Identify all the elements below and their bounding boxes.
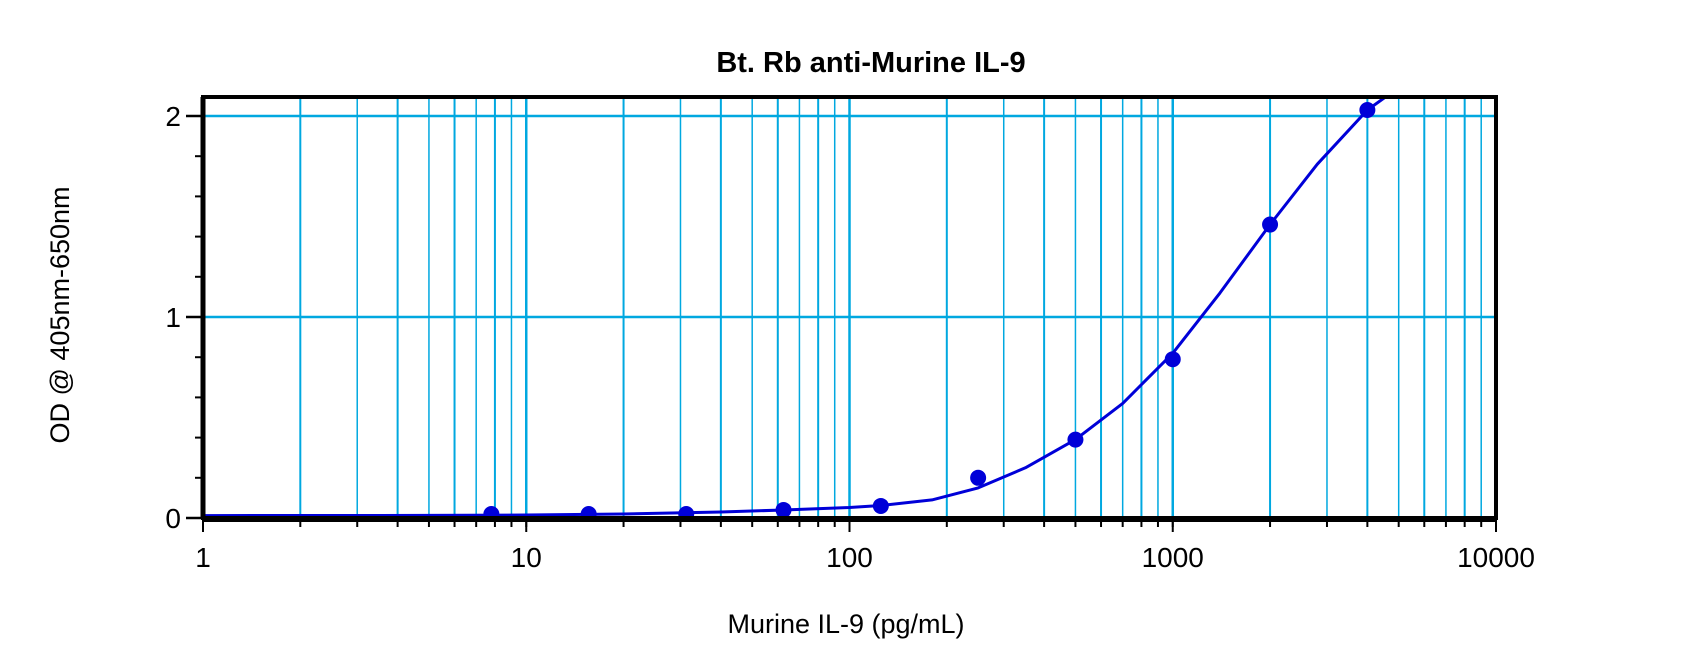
gridlines: [203, 97, 1496, 518]
x-tick-label: 1000: [1142, 542, 1204, 573]
x-tick-label: 100: [826, 542, 873, 573]
data-point: [970, 469, 987, 486]
data-point: [872, 497, 889, 514]
x-tick-label: 1: [195, 542, 211, 573]
data-point: [775, 501, 792, 518]
y-axis-label: OD @ 405nm-650nm: [45, 186, 75, 443]
data-point: [1164, 351, 1181, 368]
y-tick-label: 0: [165, 503, 181, 534]
y-tick-label: 1: [165, 302, 181, 333]
data-point: [1262, 216, 1279, 233]
x-tick-label: 10000: [1457, 542, 1535, 573]
data-point: [1067, 431, 1084, 448]
x-axis-label: Murine IL-9 (pg/mL): [727, 609, 964, 639]
chart-title: Bt. Rb anti-Murine IL-9: [716, 47, 1025, 79]
y-tick-label: 2: [165, 101, 181, 132]
data-point: [1359, 101, 1376, 118]
x-tick-label: 10: [511, 542, 542, 573]
